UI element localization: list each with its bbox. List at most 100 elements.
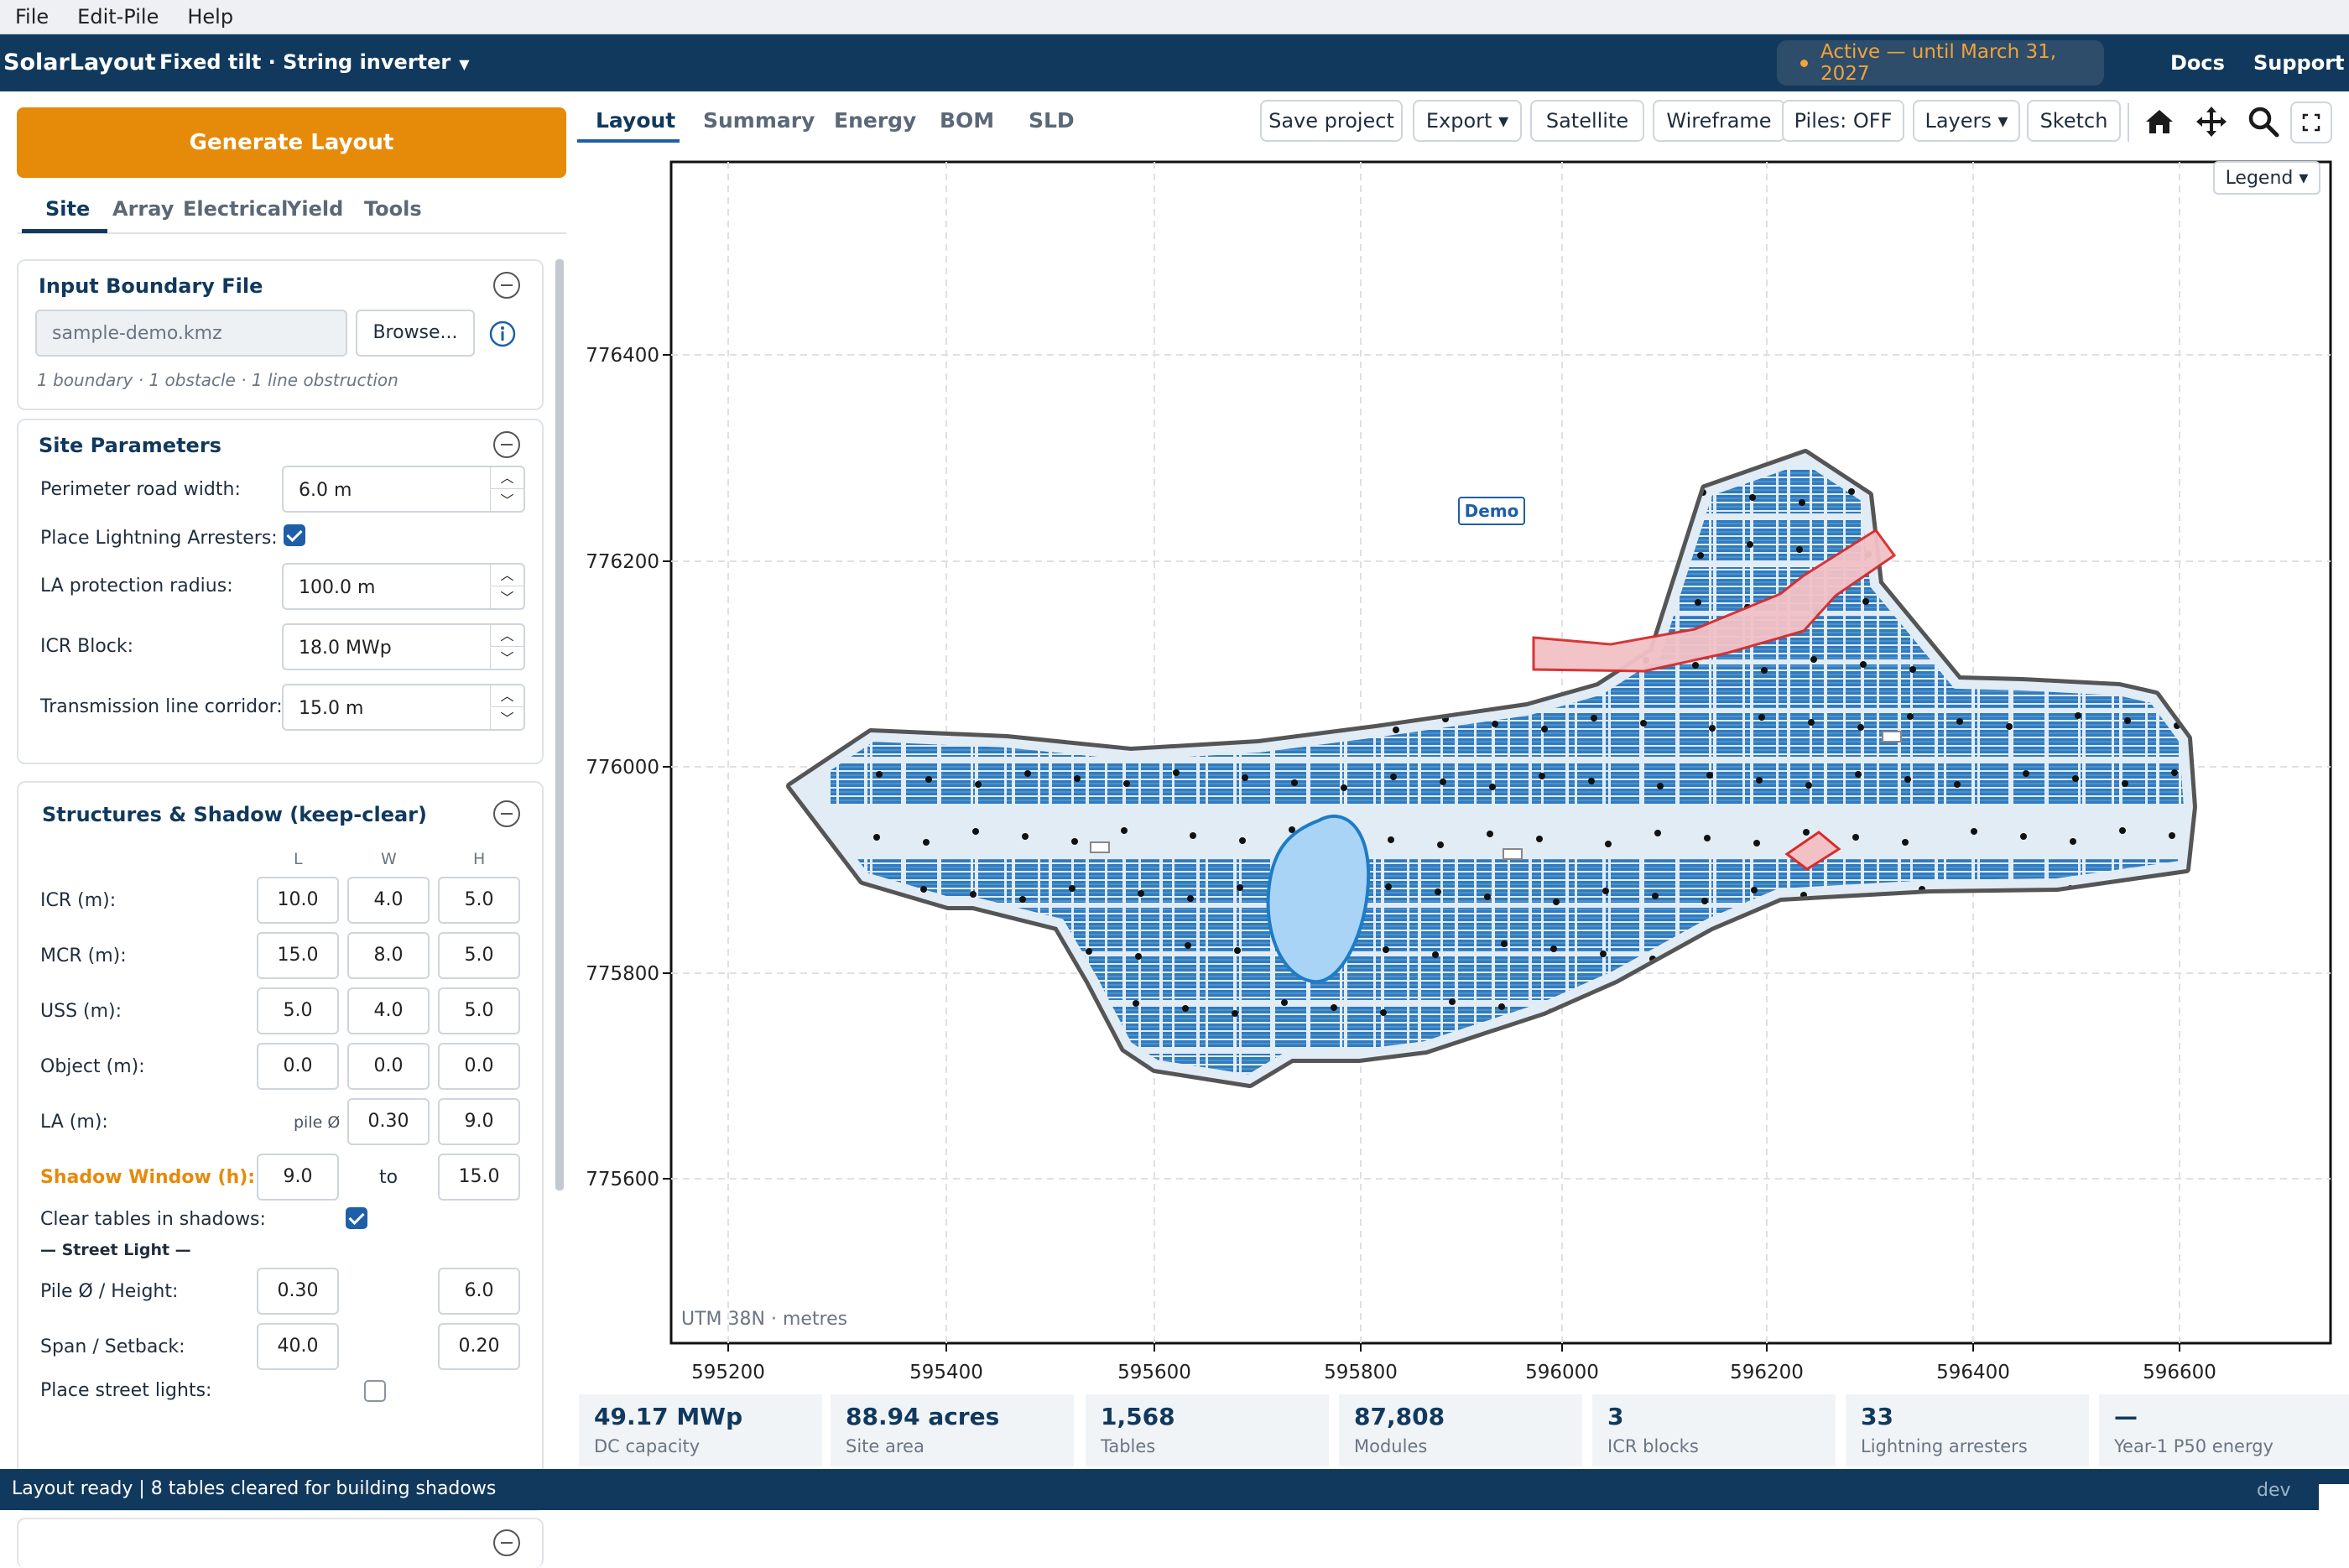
la-pile-input[interactable]: 0.30	[347, 1098, 430, 1145]
pile-dot	[1550, 945, 1557, 952]
object-w-input[interactable]: 0.0	[347, 1043, 430, 1090]
boundary-file-input[interactable]: sample-demo.kmz	[35, 310, 347, 357]
tab-energy[interactable]: Energy	[834, 108, 917, 133]
pv-table	[1384, 859, 1418, 903]
satellite-button[interactable]: Satellite	[1530, 100, 1644, 142]
tab-summary[interactable]: Summary	[703, 108, 815, 133]
chevron-down-icon[interactable]: ﹀	[490, 490, 523, 512]
icr-w-input[interactable]: 4.0	[347, 877, 430, 924]
pv-table	[1200, 956, 1233, 1000]
boundary-card-title: Input Boundary File	[39, 274, 263, 298]
chevron-up-icon[interactable]: ︿	[490, 685, 523, 707]
active-view-indicator	[577, 139, 680, 143]
collapse-minus-icon[interactable]	[493, 1529, 520, 1556]
la-radius-input[interactable]: 100.0 m ︿ ﹀	[282, 563, 525, 610]
chevron-down-icon[interactable]: ﹀	[490, 648, 523, 669]
pile-dot	[1133, 1000, 1139, 1007]
left-panel-scrollbar[interactable]	[555, 259, 564, 1190]
tab-sld[interactable]: SLD	[1029, 108, 1075, 133]
pan-move-icon[interactable]	[2191, 102, 2232, 142]
stat-value: 33	[1861, 1403, 1893, 1430]
icr-l-input[interactable]: 10.0	[257, 877, 339, 924]
pv-table	[1680, 664, 1713, 708]
menu-help[interactable]: Help	[187, 5, 234, 29]
pv-table	[1901, 713, 1935, 757]
object-h-input[interactable]: 0.0	[438, 1043, 520, 1090]
save-project-button[interactable]: Save project	[1260, 100, 1403, 142]
pile-height-input[interactable]: 6.0	[438, 1268, 520, 1315]
pv-table	[1052, 859, 1086, 903]
browse-button[interactable]: Browse...	[356, 310, 475, 357]
pv-table	[1310, 1005, 1344, 1049]
place-la-checkbox[interactable]	[284, 524, 305, 546]
pv-table	[1200, 1005, 1233, 1049]
support-link[interactable]: Support	[2253, 51, 2345, 75]
collapse-minus-icon[interactable]	[493, 800, 520, 827]
tab-yield[interactable]: Yield	[287, 197, 344, 221]
pv-table	[941, 859, 975, 903]
mode-selector[interactable]: Fixed tilt · String inverter ▼	[159, 50, 470, 74]
piles-toggle-button[interactable]: Piles: OFF	[1782, 100, 1904, 142]
pile-dot	[1024, 770, 1031, 777]
chevron-down-icon[interactable]: ﹀	[490, 587, 523, 609]
pile-dot	[1753, 840, 1760, 847]
pile-diameter-input[interactable]: 0.30	[257, 1268, 339, 1315]
icr-block-marker	[1090, 841, 1110, 853]
mcr-h-input[interactable]: 5.0	[438, 932, 520, 979]
chevron-down-icon[interactable]: ﹀	[490, 708, 523, 730]
la-h-input[interactable]: 9.0	[438, 1098, 520, 1145]
pv-table	[1421, 859, 1455, 903]
pv-table	[1237, 1005, 1270, 1049]
docs-link[interactable]: Docs	[2170, 51, 2225, 75]
pv-table	[1237, 762, 1270, 805]
tab-array[interactable]: Array	[112, 197, 174, 221]
fullscreen-button[interactable]	[2290, 102, 2332, 143]
legend-toggle-button[interactable]: Legend ▾	[2213, 161, 2320, 195]
collapse-minus-icon[interactable]	[493, 272, 520, 299]
chevron-up-icon[interactable]: ︿	[490, 565, 523, 586]
tab-layout[interactable]: Layout	[596, 108, 676, 133]
home-icon[interactable]	[2139, 102, 2180, 142]
pile-dot	[1701, 898, 1708, 904]
setback-input[interactable]: 0.20	[438, 1323, 520, 1370]
pile-dot	[1437, 841, 1444, 848]
icr-block-input[interactable]: 18.0 MWp ︿ ﹀	[282, 623, 525, 670]
wireframe-button[interactable]: Wireframe	[1653, 100, 1785, 142]
span-input[interactable]: 40.0	[257, 1323, 339, 1370]
collapse-minus-icon[interactable]	[493, 431, 520, 458]
chevron-up-icon[interactable]: ︿	[490, 467, 523, 489]
uss-h-input[interactable]: 5.0	[438, 987, 520, 1034]
pile-dot	[1185, 942, 1191, 949]
mcr-w-input[interactable]: 8.0	[347, 932, 430, 979]
generate-layout-button[interactable]: Generate Layout	[17, 107, 566, 178]
object-l-input[interactable]: 0.0	[257, 1043, 339, 1090]
menu-file[interactable]: File	[15, 5, 49, 29]
pv-table	[1495, 859, 1529, 903]
tab-site[interactable]: Site	[45, 197, 91, 221]
chevron-up-icon[interactable]: ︿	[490, 625, 523, 647]
uss-w-input[interactable]: 4.0	[347, 987, 430, 1034]
clear-shadows-checkbox[interactable]	[346, 1207, 367, 1229]
layout-map[interactable]: 595200 595400 595600 595800 596000 596200 5964…	[576, 159, 2349, 1384]
corridor-input[interactable]: 15.0 m ︿ ﹀	[282, 684, 525, 731]
tab-tools[interactable]: Tools	[364, 197, 422, 221]
pile-dot	[1605, 841, 1612, 847]
pv-table	[1753, 713, 1787, 757]
tab-electrical[interactable]: Electrical	[183, 197, 289, 221]
perimeter-road-input[interactable]: 6.0 m ︿ ﹀	[282, 466, 525, 513]
menu-edit-pile[interactable]: Edit-Pile	[77, 5, 159, 29]
layers-button[interactable]: Layers ▾	[1913, 100, 2020, 142]
shadow-from-input[interactable]: 9.0	[257, 1154, 339, 1201]
fullscreen-icon	[2302, 113, 2320, 132]
export-button[interactable]: Export ▾	[1413, 100, 1522, 142]
icr-h-input[interactable]: 5.0	[438, 877, 520, 924]
place-street-lights-checkbox[interactable]	[364, 1380, 386, 1402]
shadow-to-input[interactable]: 15.0	[438, 1154, 520, 1201]
uss-l-input[interactable]: 5.0	[257, 987, 339, 1034]
sketch-button[interactable]: Sketch	[2027, 100, 2121, 142]
info-icon[interactable]	[488, 320, 517, 348]
zoom-search-icon[interactable]	[2243, 102, 2284, 142]
mcr-l-input[interactable]: 15.0	[257, 932, 339, 979]
tab-bom[interactable]: BOM	[940, 108, 995, 133]
map-canvas[interactable]: 595200 595400 595600 595800 596000 596200 5964…	[576, 159, 2349, 1384]
